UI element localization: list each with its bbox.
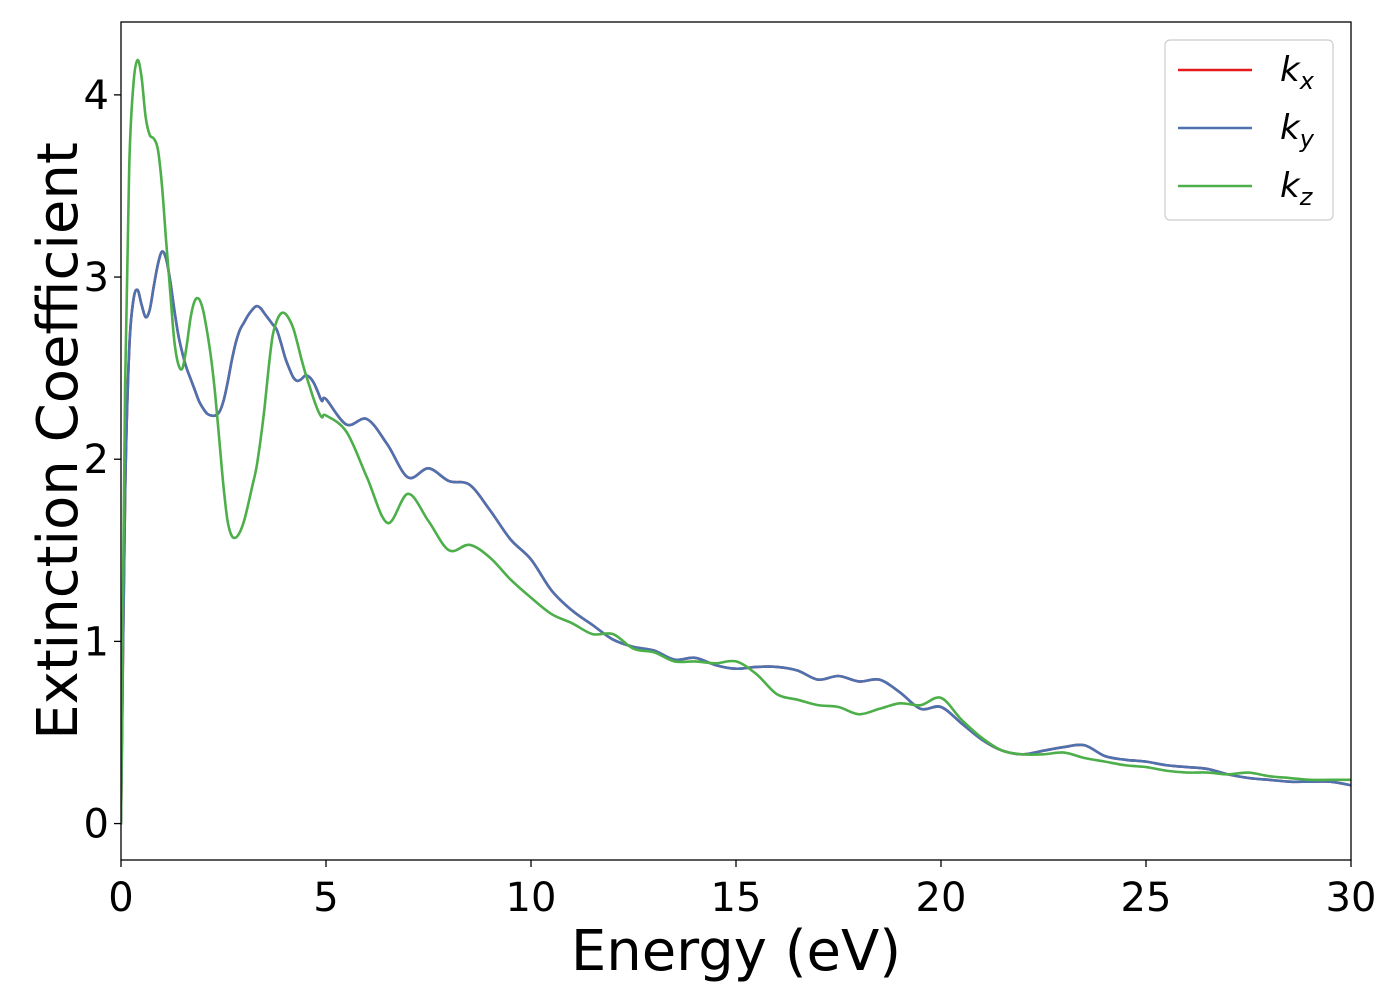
series-group bbox=[121, 58, 1351, 825]
x-axis-title: Energy (eV) bbox=[571, 919, 901, 984]
x-ticks: 0 5 10 15 20 25 30 bbox=[108, 860, 1376, 921]
legend-box bbox=[1164, 39, 1334, 221]
x-tick-label: 0 bbox=[108, 875, 133, 921]
legend: kx ky kz bbox=[1164, 39, 1334, 221]
y-tick-label: 0 bbox=[84, 802, 109, 848]
x-tick-label: 5 bbox=[313, 875, 338, 921]
y-axis-title: Extinction Coefficient bbox=[26, 142, 91, 740]
series-line-z bbox=[121, 58, 1351, 825]
x-tick-label: 10 bbox=[506, 875, 557, 921]
x-tick-label: 30 bbox=[1326, 875, 1377, 921]
x-tick-label: 25 bbox=[1121, 875, 1172, 921]
y-ticks: 0 1 2 3 4 bbox=[84, 73, 121, 848]
legend-label-z: kz bbox=[1280, 166, 1314, 211]
y-tick-label: 4 bbox=[84, 73, 109, 119]
y-tick-label: 1 bbox=[84, 619, 109, 665]
x-tick-label: 20 bbox=[916, 875, 967, 921]
legend-label-y: ky bbox=[1280, 108, 1315, 153]
y-tick-label: 2 bbox=[84, 437, 109, 483]
x-tick-label: 15 bbox=[711, 875, 762, 921]
y-tick-label: 3 bbox=[84, 255, 109, 301]
legend-label-x: kx bbox=[1280, 50, 1315, 95]
